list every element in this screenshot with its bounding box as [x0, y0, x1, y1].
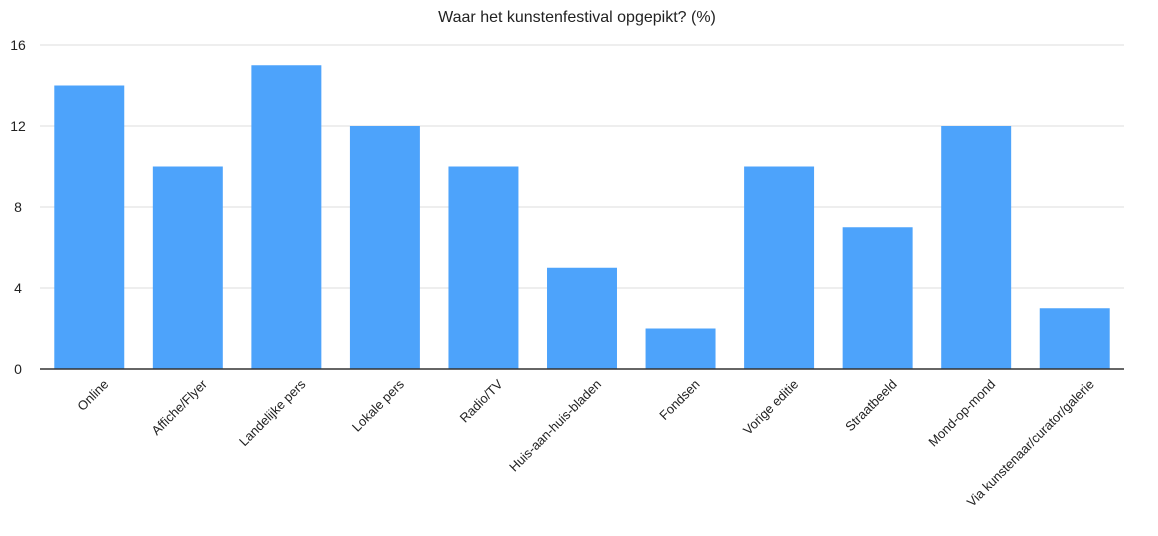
bar	[251, 65, 322, 369]
bar	[152, 166, 223, 369]
bar	[744, 166, 815, 369]
category-label: Affiche/Flyer	[148, 376, 210, 438]
category-label: Huis-aan-huis-bladen	[506, 377, 604, 475]
bar	[842, 227, 913, 369]
chart-title: Waar het kunstenfestival opgepikt? (%)	[438, 9, 716, 26]
category-label: Radio/TV	[457, 376, 506, 425]
category-label: Vorige editie	[740, 377, 801, 438]
bar	[54, 85, 125, 369]
bar	[941, 126, 1012, 369]
bars	[54, 65, 1110, 369]
category-label: Mond-op-mond	[925, 377, 998, 450]
y-axis-ticks: 0 4 8 12 16	[10, 37, 26, 377]
y-tick-label: 4	[14, 280, 22, 296]
y-tick-label: 8	[14, 199, 22, 215]
y-tick-label: 16	[10, 37, 26, 53]
category-label: Fondsen	[656, 377, 702, 423]
bar	[547, 267, 617, 369]
category-label: Online	[74, 377, 111, 414]
category-label: Landelijke pers	[236, 376, 309, 449]
bar	[349, 126, 420, 369]
bar	[1039, 308, 1110, 369]
bar	[448, 166, 519, 369]
category-labels: Online Affiche/Flyer Landelijke pers Lokale…	[74, 376, 1097, 510]
y-tick-label: 0	[14, 361, 22, 377]
y-tick-label: 12	[10, 118, 26, 134]
category-label: Straatbeeld	[842, 377, 900, 435]
bar	[645, 328, 716, 369]
category-label: Lokale pers	[349, 376, 407, 434]
